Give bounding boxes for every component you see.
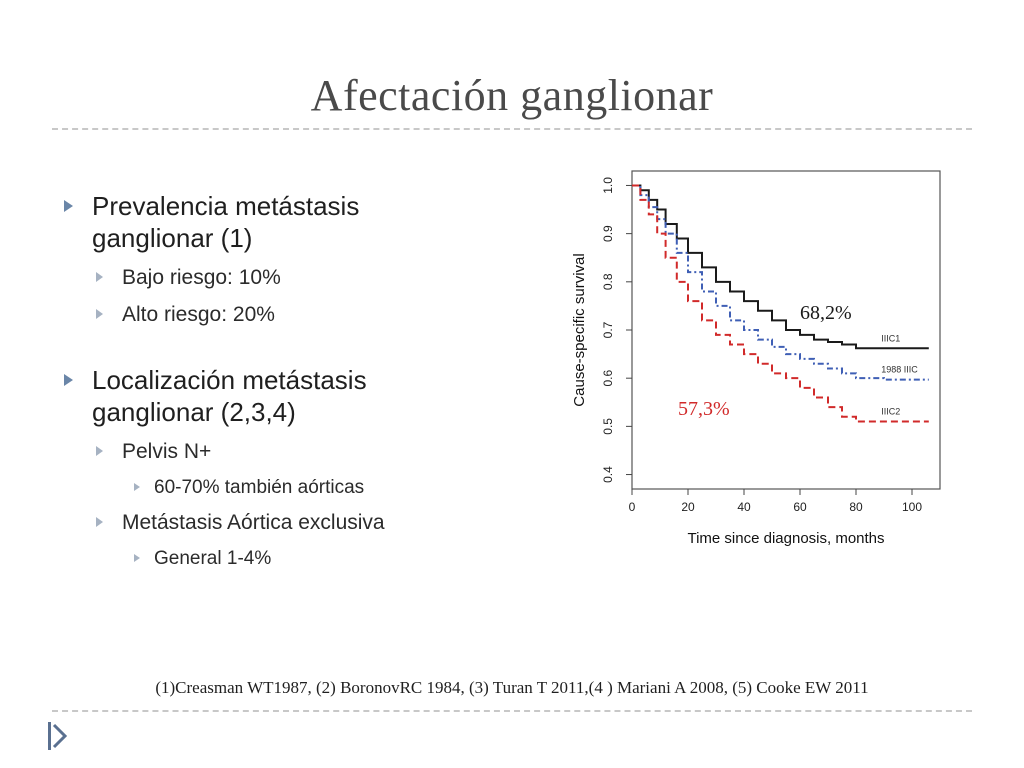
bullet-low-risk: Bajo riesgo: 10% (62, 264, 482, 292)
bullet-aortic-exclusive: Metástasis Aórtica exclusiva (62, 509, 482, 537)
bullet-pelvis: Pelvis N+ (62, 438, 482, 466)
series-line-2 (632, 184, 929, 423)
x-axis-label: Time since diagnosis, months (687, 530, 884, 547)
bullet-high-risk: Alto riesgo: 20% (62, 301, 482, 329)
annotation-lower: 57,3% (678, 398, 730, 420)
x-tick-label: 20 (681, 500, 695, 514)
references-footnote: (1)Creasman WT1987, (2) BoronovRC 1984, … (155, 678, 869, 697)
series-label-0: IIIC1 (881, 333, 900, 343)
slide-title: Afectación ganglionar (310, 71, 714, 120)
y-tick-label: 0.8 (601, 273, 615, 290)
bullet-prevalence: Prevalencia metástasis ganglionar (1) (62, 190, 482, 254)
corner-chevron-icon (48, 722, 68, 750)
bullet-location: Localización metástasis ganglionar (2,3,… (62, 364, 482, 428)
annotation-upper: 68,2% (800, 302, 852, 324)
series-group: IIIC1 1988 IIIC IIIC2 (632, 184, 929, 423)
x-tick-label: 0 (629, 500, 636, 514)
y-tick-label: 0.5 (601, 418, 615, 435)
y-tick-label: 0.4 (601, 466, 615, 483)
x-tick-label: 80 (849, 500, 863, 514)
bullet-spacer (62, 338, 482, 364)
series-line-1 (632, 184, 929, 381)
footer-divider (52, 710, 972, 712)
y-tick-label: 1.0 (601, 177, 615, 194)
bullet-aortic-too: 60-70% también aórticas (62, 475, 482, 501)
y-tick-label: 0.7 (601, 321, 615, 338)
y-tick-label: 0.9 (601, 225, 615, 242)
survival-chart: 0 20 40 60 80 100 0.4 0.5 0.6 0.7 0.8 0.9 1.0 IIIC1 1… (571, 170, 941, 547)
bullet-general: General 1-4% (62, 546, 482, 572)
axis-ticks: 0 20 40 60 80 100 0.4 0.5 0.6 0.7 0.8 0.9 1.0 (601, 177, 922, 514)
title-divider (52, 128, 972, 130)
y-axis-label: Cause-specific survival (571, 253, 588, 406)
series-label-2: IIIC2 (881, 407, 900, 417)
bullet-list: Prevalencia metástasis ganglionar (1) Ba… (62, 190, 482, 580)
series-line-0 (632, 184, 929, 350)
y-tick-label: 0.6 (601, 370, 615, 387)
x-tick-label: 60 (793, 500, 807, 514)
x-tick-label: 100 (902, 500, 922, 514)
x-tick-label: 40 (737, 500, 751, 514)
series-label-1: 1988 IIIC (881, 365, 918, 375)
